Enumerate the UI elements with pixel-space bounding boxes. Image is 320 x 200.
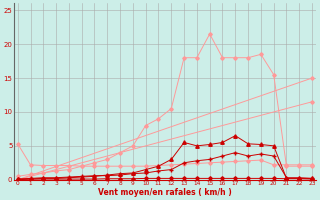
X-axis label: Vent moyen/en rafales ( km/h ): Vent moyen/en rafales ( km/h ) [98,188,232,197]
